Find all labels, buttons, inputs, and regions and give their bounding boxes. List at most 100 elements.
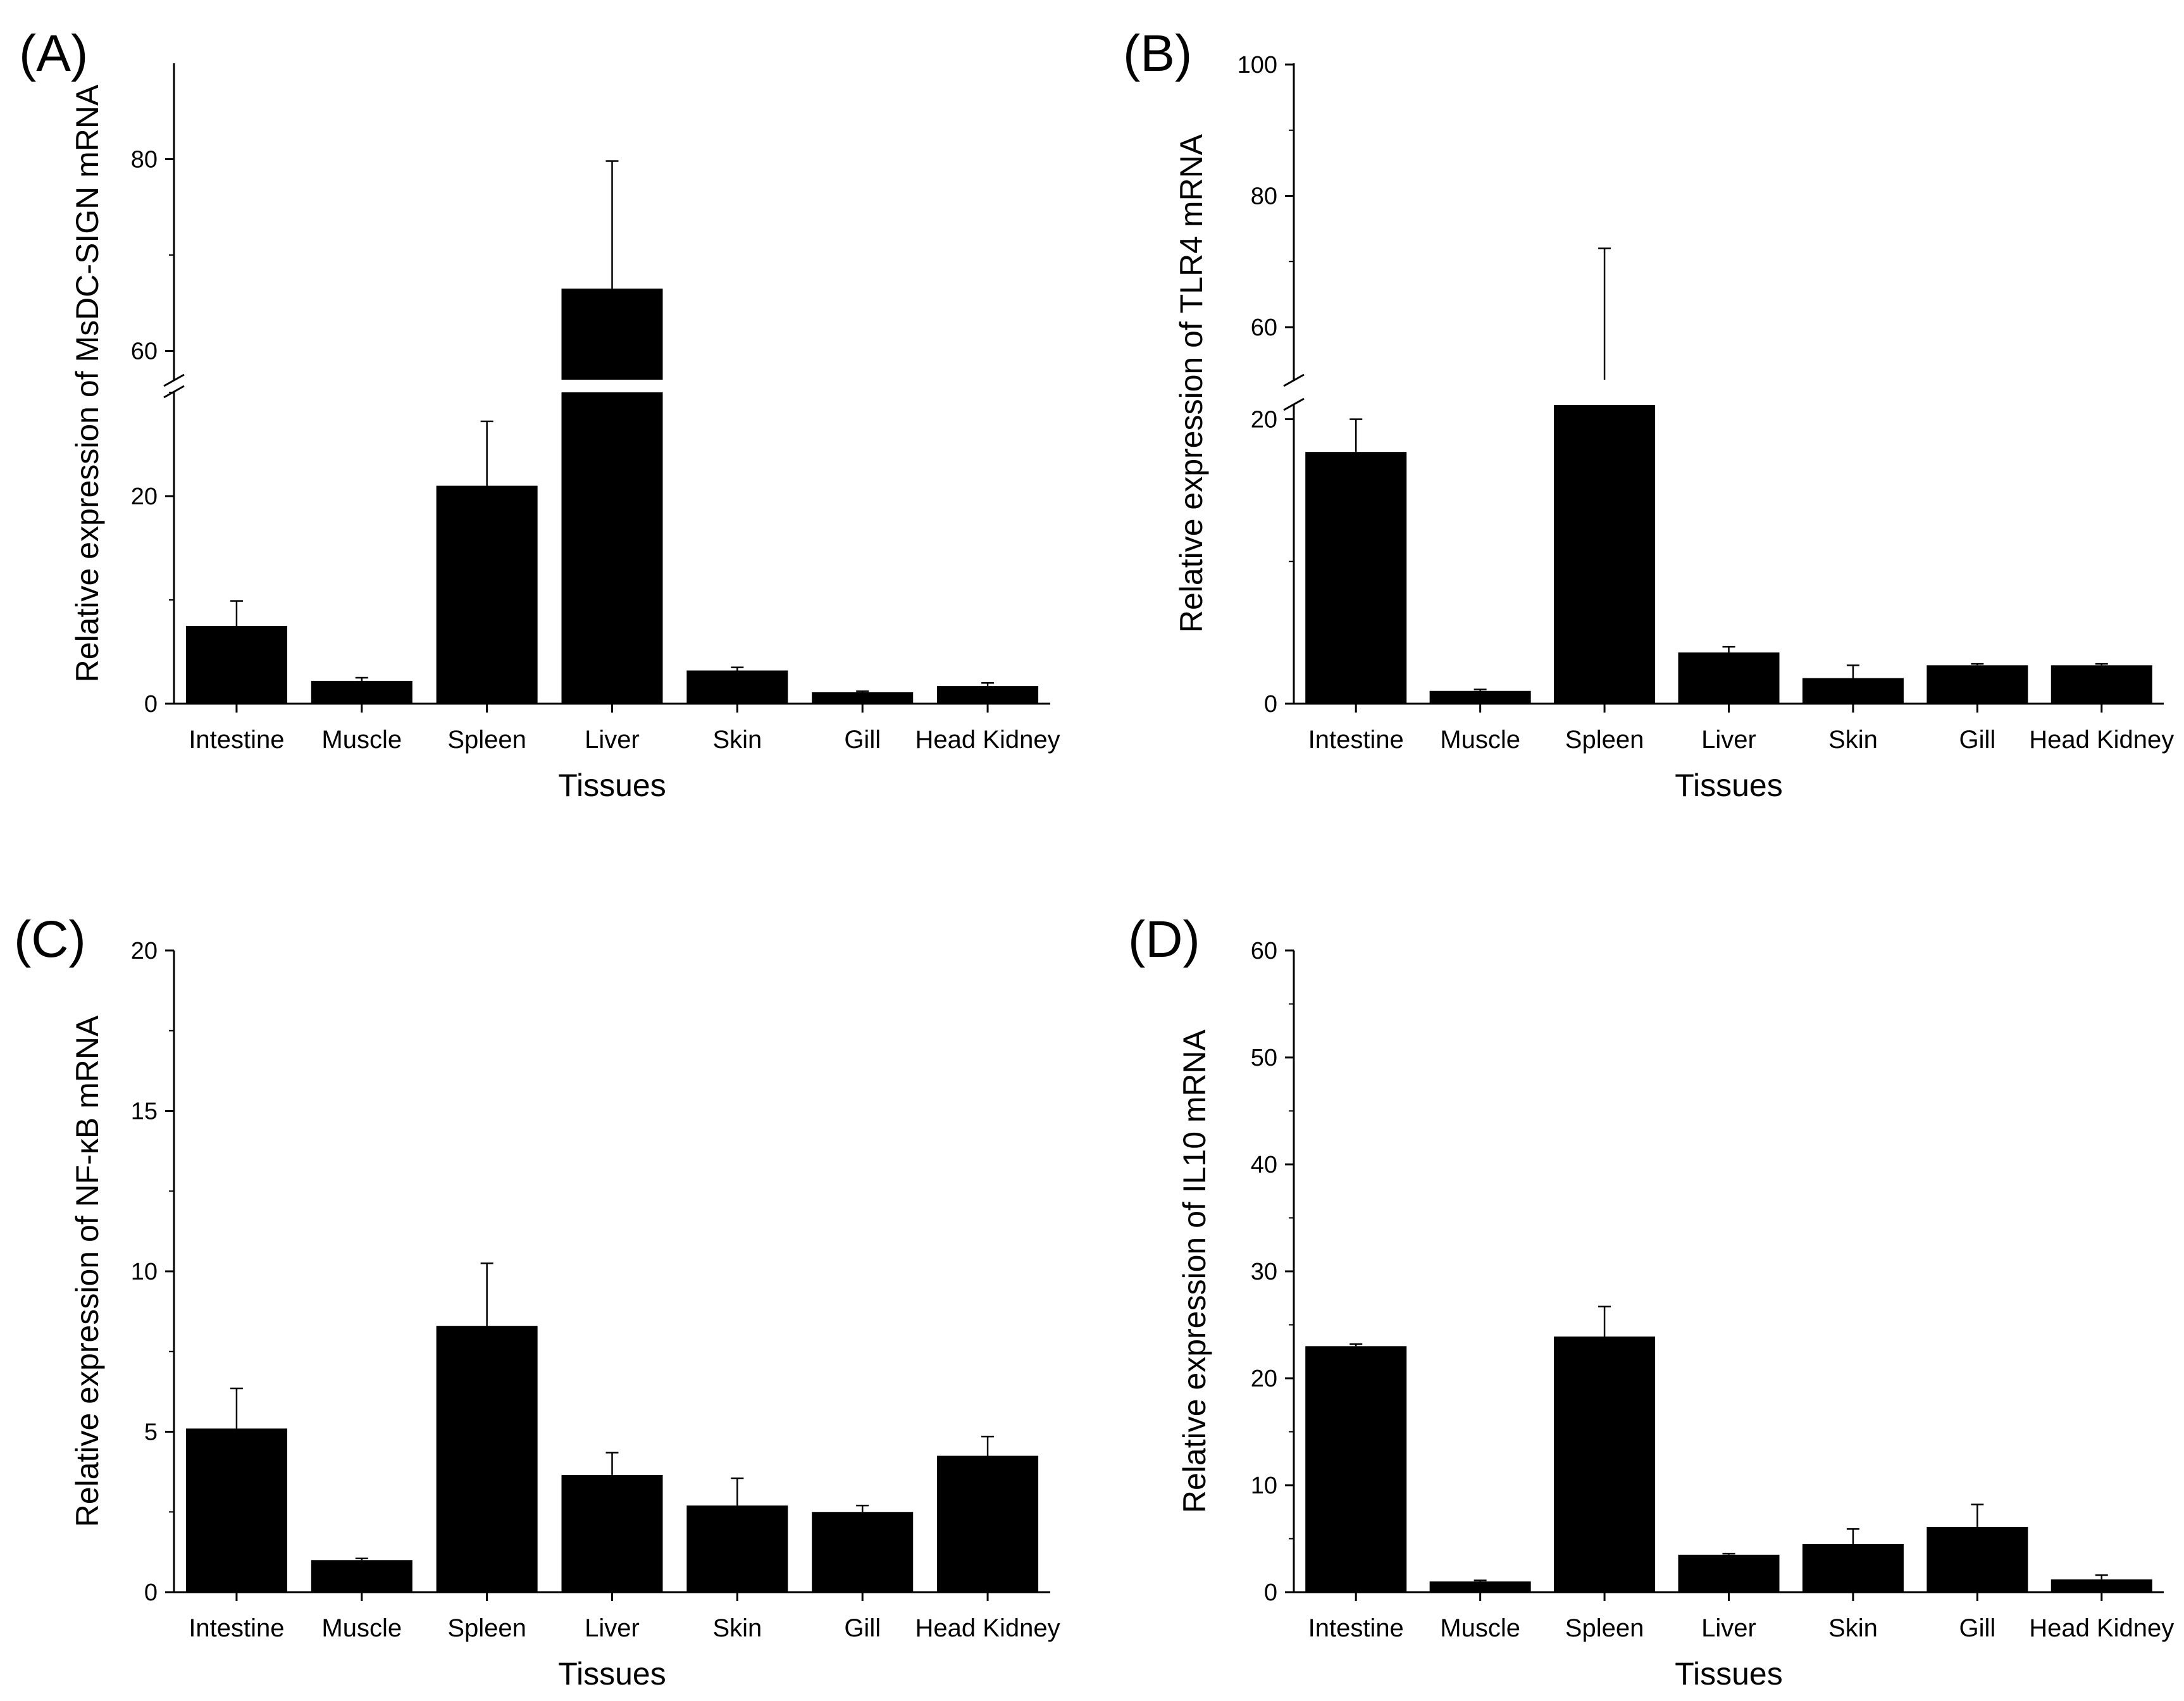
chart-panel-d: (D) 0 10 20 30 40 50 60 Intestine Muscle Spleen Liv… — [1128, 911, 2174, 1692]
panel-label: (D) — [1128, 911, 1200, 968]
panel-label: (A) — [19, 25, 88, 82]
x-axis-title: Tissues — [1675, 1656, 1782, 1692]
bar — [561, 1474, 663, 1592]
axis-break-gap — [171, 381, 177, 391]
axis-break-mark — [163, 385, 185, 399]
y-tick-label: 100 — [1238, 52, 1277, 78]
x-category-label: Spleen — [447, 726, 526, 754]
bar — [1305, 1346, 1407, 1592]
bar — [185, 1428, 287, 1592]
x-category-label: Skin — [712, 726, 762, 754]
x-category-label: Gill — [1959, 726, 1995, 754]
bar — [1554, 405, 1656, 704]
bar — [1305, 452, 1407, 704]
bar — [1554, 1336, 1656, 1592]
x-category-label: Skin — [712, 1614, 762, 1642]
bar — [185, 626, 287, 704]
x-category-label: Spleen — [1565, 1614, 1644, 1642]
bar — [1927, 1526, 2028, 1592]
bar — [2051, 665, 2152, 704]
y-tick-label: 60 — [1251, 315, 1277, 341]
chart-panel-b: (B) 0 20 60 80 100 Intestine Muscle Spleen Liver S… — [1123, 25, 2174, 803]
x-category-label: Skin — [1828, 726, 1878, 754]
y-axis-title: Relative expression of TLR4 mRNA — [1174, 134, 1209, 633]
y-tick-label: 5 — [144, 1419, 158, 1446]
y-tick-label: 50 — [1251, 1045, 1277, 1071]
y-tick-label: 40 — [1251, 1152, 1277, 1178]
y-tick-label: 15 — [131, 1099, 158, 1125]
y-tick-label: 0 — [144, 1580, 158, 1606]
x-category-label: Head Kidney — [2029, 726, 2174, 754]
bar — [561, 392, 663, 704]
bar — [1802, 1543, 1904, 1592]
y-tick-label: 30 — [1251, 1259, 1277, 1285]
bar — [1678, 652, 1780, 704]
y-tick-label: 10 — [131, 1259, 158, 1285]
y-tick-label: 80 — [131, 147, 158, 173]
x-category-label: Liver — [1701, 726, 1756, 754]
x-category-label: Head Kidney — [915, 726, 1060, 754]
x-category-label: Head Kidney — [915, 1614, 1060, 1642]
x-category-label: Liver — [1701, 1614, 1756, 1642]
y-axis-title: Relative expression of NF-κB mRNA — [70, 1015, 105, 1527]
bar — [311, 680, 413, 704]
x-category-label: Intestine — [189, 1614, 284, 1642]
bar — [1678, 1554, 1780, 1592]
x-category-label: Liver — [585, 1614, 640, 1642]
y-axis-title: Relative expression of IL10 mRNA — [1177, 1029, 1212, 1513]
bar — [686, 670, 788, 704]
y-tick-label: 20 — [131, 483, 158, 510]
x-category-label: Gill — [844, 1614, 881, 1642]
axis-break-mark — [1283, 373, 1305, 387]
chart-panel-a: (A) 0 20 60 80 Intestine Muscle Spleen Liver Skin… — [19, 25, 1060, 803]
bar — [561, 289, 663, 380]
y-tick-label: 80 — [1251, 184, 1277, 210]
chart-panel-c: (C) 0 5 10 15 20 Intestine Muscle Spleen Liver Ski… — [14, 911, 1060, 1692]
bar — [1802, 678, 1904, 704]
y-tick-label: 20 — [131, 938, 158, 964]
bar — [311, 1560, 413, 1592]
x-category-label: Skin — [1828, 1614, 1878, 1642]
x-category-label: Liver — [585, 726, 640, 754]
y-tick-label: 10 — [1251, 1473, 1277, 1499]
y-tick-label: 0 — [144, 691, 158, 718]
y-tick-label: 0 — [1264, 691, 1277, 718]
x-category-label: Gill — [844, 726, 881, 754]
x-category-label: Gill — [1959, 1614, 1995, 1642]
x-category-label: Muscle — [321, 726, 402, 754]
x-category-label: Spleen — [1565, 726, 1644, 754]
y-tick-label: 20 — [1251, 406, 1277, 433]
x-axis-title: Tissues — [558, 1656, 666, 1692]
axis-break-mark — [1283, 397, 1305, 411]
y-axis-title: Relative expression of MsDC-SIGN mRNA — [70, 84, 105, 682]
x-category-label: Intestine — [1308, 726, 1404, 754]
x-category-label: Head Kidney — [2029, 1614, 2174, 1642]
bar — [686, 1505, 788, 1592]
bar — [1429, 690, 1531, 704]
panel-label: (B) — [1123, 25, 1192, 82]
x-category-label: Spleen — [447, 1614, 526, 1642]
x-axis-title: Tissues — [558, 768, 666, 803]
x-axis-title: Tissues — [1675, 768, 1782, 803]
y-tick-label: 20 — [1251, 1366, 1277, 1392]
axis-break-gap — [1291, 381, 1296, 404]
x-category-label: Muscle — [1440, 1614, 1520, 1642]
y-tick-label: 60 — [1251, 938, 1277, 964]
axis-break-mark — [163, 373, 185, 387]
y-tick-label: 0 — [1264, 1580, 1277, 1606]
bar — [436, 1326, 538, 1592]
bar — [937, 1455, 1039, 1592]
bar — [812, 1512, 914, 1592]
y-tick-label: 60 — [131, 339, 158, 365]
x-category-label: Muscle — [1440, 726, 1520, 754]
x-category-label: Muscle — [321, 1614, 402, 1642]
bar — [1927, 665, 2028, 704]
panel-label: (C) — [14, 911, 86, 968]
bar — [1429, 1581, 1531, 1592]
x-category-label: Intestine — [1308, 1614, 1404, 1642]
bar — [436, 485, 538, 704]
x-category-label: Intestine — [189, 726, 284, 754]
bar — [2051, 1579, 2152, 1592]
bar — [812, 692, 914, 704]
